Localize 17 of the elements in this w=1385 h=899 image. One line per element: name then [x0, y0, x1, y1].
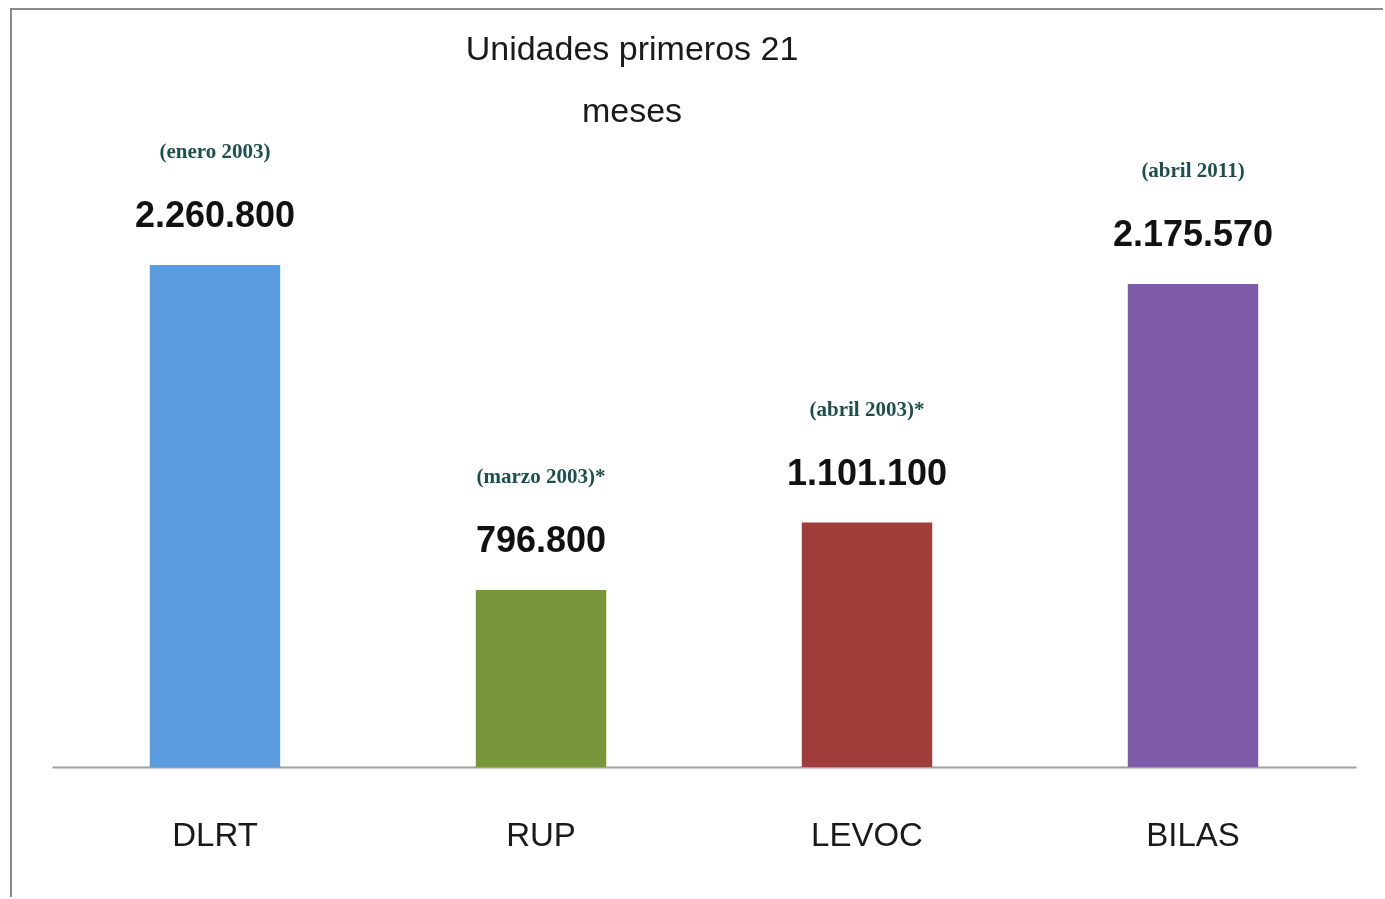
- x-tick-label: BILAS: [1146, 815, 1240, 853]
- data-label: 2.260.800: [134, 194, 296, 235]
- x-tick-label: DLRT: [172, 815, 258, 853]
- annotation: (marzo 2003)*: [476, 464, 606, 489]
- text: (enero 2003): [159, 139, 271, 163]
- data-label: 2.175.570: [1112, 212, 1274, 254]
- chart-title: Unidades primeros 21 meses: [465, 29, 799, 129]
- bar: [1127, 283, 1259, 767]
- bar: [475, 590, 607, 767]
- text: (abril 2011): [1141, 157, 1245, 182]
- bar: [801, 522, 933, 767]
- bar: [149, 265, 281, 767]
- annotation: (abril 2003)*: [809, 396, 925, 421]
- data-label: 1.101.100: [786, 451, 948, 493]
- data-label: 796.800: [475, 519, 607, 561]
- x-tick-label: RUP: [506, 815, 576, 853]
- x-tick-label: LEVOC: [811, 815, 923, 853]
